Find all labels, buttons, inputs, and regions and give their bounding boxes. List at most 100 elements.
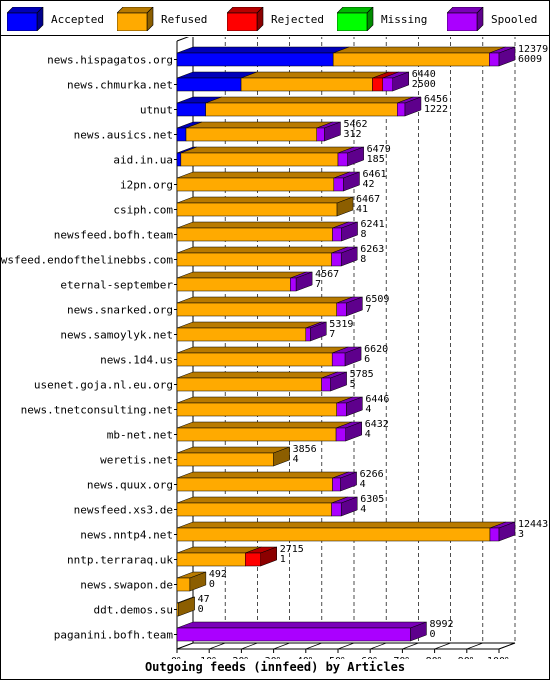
bar-top-refused bbox=[240, 71, 389, 79]
bar-side-spooled bbox=[404, 96, 422, 117]
legend-label: Refused bbox=[161, 13, 208, 26]
offered-count-label: 6479 bbox=[367, 144, 391, 155]
accepted-count-label: 3 bbox=[518, 529, 524, 540]
bar-side-spooled bbox=[324, 121, 341, 142]
bar-top-refused bbox=[176, 496, 348, 504]
category-label: newsfeed.xs3.de bbox=[74, 504, 173, 517]
bar-side-spooled bbox=[295, 271, 313, 292]
offered-count-label: 6241 bbox=[361, 219, 385, 230]
bar-top-refused bbox=[176, 446, 290, 454]
bar-side-refused bbox=[273, 446, 290, 467]
bar-segment-spooled bbox=[489, 52, 500, 67]
offered-count-label: 6461 bbox=[362, 169, 386, 180]
accepted-count-label: 1 bbox=[280, 554, 286, 565]
legend-item-accepted: Accepted bbox=[7, 7, 111, 31]
accepted-count-label: 4 bbox=[293, 454, 299, 465]
accepted-count-label: 1222 bbox=[424, 104, 448, 115]
bar-top-refused bbox=[176, 221, 349, 229]
bar-segment-refused bbox=[176, 352, 333, 367]
x-axis-title: Outgoing feeds (innfeed) by Articles bbox=[144, 660, 406, 674]
offered-count-label: 3856 bbox=[293, 444, 317, 455]
bar-segment-refused bbox=[180, 152, 339, 167]
offered-count-label: 4567 bbox=[315, 269, 339, 280]
offered-count-label: 6305 bbox=[360, 494, 384, 505]
bar-side-spooled bbox=[340, 496, 358, 517]
offered-count-label: 6432 bbox=[365, 419, 389, 430]
bar-segment-spooled bbox=[332, 477, 341, 492]
bar-top-refused bbox=[176, 521, 507, 529]
bar-segment-refused bbox=[176, 577, 191, 592]
bar-segment-spooled bbox=[337, 152, 348, 167]
bar-segment-refused bbox=[185, 127, 317, 142]
category-label: news.snarked.org bbox=[67, 304, 173, 317]
bar-segment-refused bbox=[176, 427, 337, 442]
offered-count-label: 6509 bbox=[365, 294, 389, 305]
accepted-count-label: 6009 bbox=[518, 54, 542, 65]
bar-segment-spooled bbox=[382, 77, 393, 92]
accepted-count-label: 312 bbox=[343, 129, 361, 140]
bar-top-refused bbox=[176, 471, 349, 479]
x-tick-label: 80% bbox=[426, 656, 444, 659]
bar-top-refused bbox=[176, 321, 322, 329]
accepted-count-label: 2500 bbox=[412, 79, 436, 90]
bar-segment-spooled bbox=[336, 302, 347, 317]
category-label: news.quux.org bbox=[87, 479, 173, 492]
accepted-count-label: 185 bbox=[367, 154, 385, 165]
category-label: nntp.terraraq.uk bbox=[67, 554, 173, 567]
bar-top-refused bbox=[176, 246, 348, 254]
bar-segment-refused bbox=[176, 327, 307, 342]
legend-label: Missing bbox=[381, 13, 428, 26]
legend-item-rejected: Rejected bbox=[227, 7, 331, 31]
bar-side-refused bbox=[189, 571, 207, 592]
bar-segment-refused bbox=[176, 477, 333, 492]
bar-segment-refused bbox=[176, 527, 491, 542]
legend-swatch-refused bbox=[117, 7, 154, 31]
bar-side-spooled bbox=[346, 296, 363, 317]
category-label: newsfeed.endofthelinebbs.com bbox=[1, 254, 173, 267]
accepted-count-label: 0 bbox=[198, 604, 204, 615]
accepted-count-label: 6 bbox=[364, 354, 370, 365]
legend-label: Accepted bbox=[51, 13, 104, 26]
bar-top-refused bbox=[180, 146, 355, 154]
bar-segment-spooled bbox=[321, 377, 331, 392]
offered-count-label: 6263 bbox=[360, 244, 384, 255]
category-label: paganini.bofh.team bbox=[54, 629, 174, 642]
bar-segment-refused bbox=[176, 402, 337, 417]
bar-side-spooled bbox=[392, 71, 409, 92]
offered-count-label: 2715 bbox=[280, 544, 304, 555]
x-tick-label: 20% bbox=[232, 656, 250, 659]
bar-segment-spooled bbox=[332, 227, 342, 242]
bar-top-refused bbox=[176, 371, 338, 379]
bar-segment-refused bbox=[176, 177, 335, 192]
bar-top-refused bbox=[185, 121, 333, 129]
bar-segment-spooled bbox=[331, 252, 342, 267]
category-label: newsfeed.bofh.team bbox=[54, 229, 174, 242]
legend-swatch-missing bbox=[337, 7, 374, 31]
offered-count-label: 8992 bbox=[429, 619, 453, 630]
bar-segment-spooled bbox=[316, 127, 325, 142]
accepted-count-label: 8 bbox=[360, 254, 366, 265]
legend-swatch-accepted bbox=[7, 7, 44, 31]
offered-count-label: 5785 bbox=[350, 369, 374, 380]
offered-count-label: 5462 bbox=[343, 119, 367, 130]
x-tick-label: 10% bbox=[200, 656, 218, 659]
legend-label: Rejected bbox=[271, 13, 324, 26]
x-tick-label: 60% bbox=[361, 656, 379, 659]
accepted-count-label: 7 bbox=[315, 279, 321, 290]
bar-segment-spooled bbox=[305, 327, 311, 342]
category-label: news.tnetconsulting.net bbox=[21, 404, 173, 417]
